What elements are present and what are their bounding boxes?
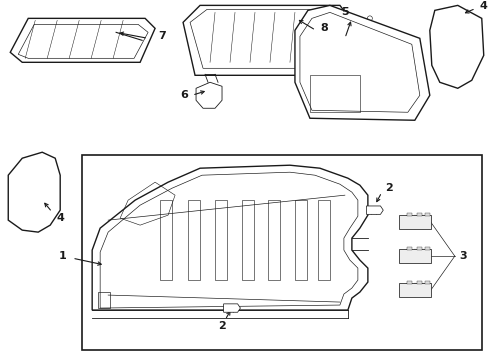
Bar (406, 281, 411, 284)
Text: 4: 4 (479, 1, 487, 12)
Bar (294, 200, 306, 280)
Bar (424, 247, 429, 250)
Bar (398, 215, 430, 229)
Bar (215, 200, 226, 280)
Text: 7: 7 (158, 31, 165, 41)
Bar (242, 200, 253, 280)
Text: 3: 3 (459, 251, 467, 261)
Bar (317, 200, 329, 280)
Polygon shape (366, 206, 383, 214)
Bar (424, 213, 429, 216)
Bar (82, 155, 481, 350)
Polygon shape (196, 82, 222, 108)
Bar (398, 283, 430, 297)
Bar (416, 281, 421, 284)
Polygon shape (183, 5, 349, 75)
Text: 8: 8 (319, 23, 327, 33)
Text: 1: 1 (58, 251, 66, 261)
Bar (406, 213, 411, 216)
Polygon shape (429, 5, 483, 88)
Polygon shape (10, 18, 155, 62)
Bar (267, 200, 280, 280)
Text: 4: 4 (56, 213, 64, 223)
Bar (416, 213, 421, 216)
Bar (406, 247, 411, 250)
Bar (98, 292, 110, 308)
Bar (416, 247, 421, 250)
Text: 5: 5 (341, 7, 348, 17)
Polygon shape (294, 5, 429, 120)
Text: 2: 2 (384, 183, 392, 193)
Bar (398, 249, 430, 263)
Text: 6: 6 (180, 90, 187, 100)
Bar (160, 200, 172, 280)
Bar (424, 281, 429, 284)
Polygon shape (92, 165, 367, 310)
Polygon shape (8, 152, 60, 232)
Text: 2: 2 (218, 321, 225, 331)
Bar (188, 200, 200, 280)
Polygon shape (223, 304, 240, 312)
